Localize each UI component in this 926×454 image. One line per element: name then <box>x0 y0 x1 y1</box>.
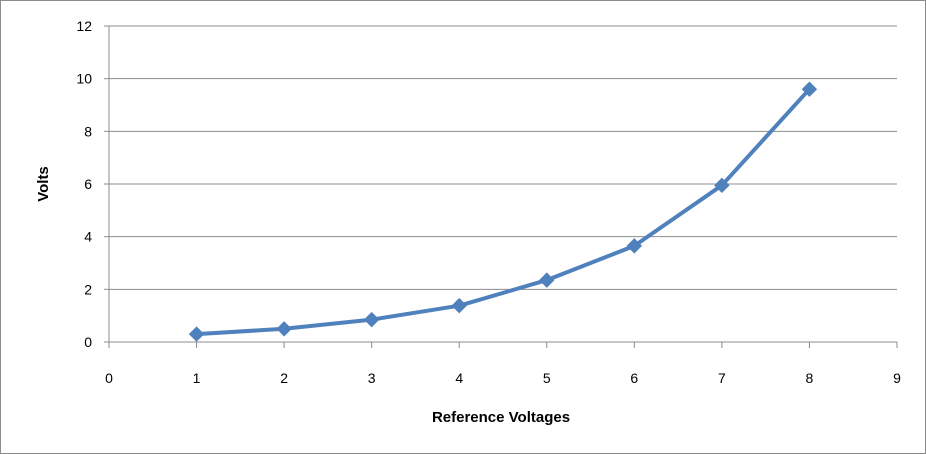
data-point-marker <box>714 177 730 194</box>
x-tick-label: 1 <box>193 370 201 386</box>
x-tick-label: 8 <box>806 370 814 386</box>
data-point-marker <box>801 81 818 97</box>
y-tick-label: 0 <box>84 334 92 350</box>
y-tick-label: 4 <box>84 229 92 245</box>
x-tick-label: 3 <box>368 370 376 386</box>
x-tick-label: 0 <box>105 370 113 386</box>
data-point-marker <box>276 321 292 337</box>
x-tick-label: 7 <box>718 370 726 386</box>
x-tick-label: 6 <box>630 370 638 386</box>
x-tick-label: 2 <box>280 370 288 386</box>
gridlines <box>109 25 897 290</box>
data-point-marker <box>539 272 555 288</box>
x-tick-label: 4 <box>455 370 463 386</box>
series-line <box>194 87 812 337</box>
data-point-marker <box>188 326 205 342</box>
series-layer <box>188 81 818 342</box>
axes <box>104 25 898 348</box>
data-point-marker <box>626 238 643 254</box>
x-tick-label: 9 <box>893 370 901 386</box>
y-tick-label: 2 <box>84 281 92 297</box>
data-point-marker <box>451 297 467 314</box>
y-tick-label: 10 <box>76 71 92 87</box>
y-tick-label: 12 <box>76 18 92 34</box>
y-axis-title: Volts <box>35 166 52 202</box>
x-axis-title: Reference Voltages <box>432 409 570 426</box>
x-tick-label: 5 <box>543 370 551 386</box>
data-point-marker <box>363 311 380 328</box>
y-tick-label: 6 <box>84 176 92 192</box>
y-tick-label: 8 <box>84 123 92 139</box>
